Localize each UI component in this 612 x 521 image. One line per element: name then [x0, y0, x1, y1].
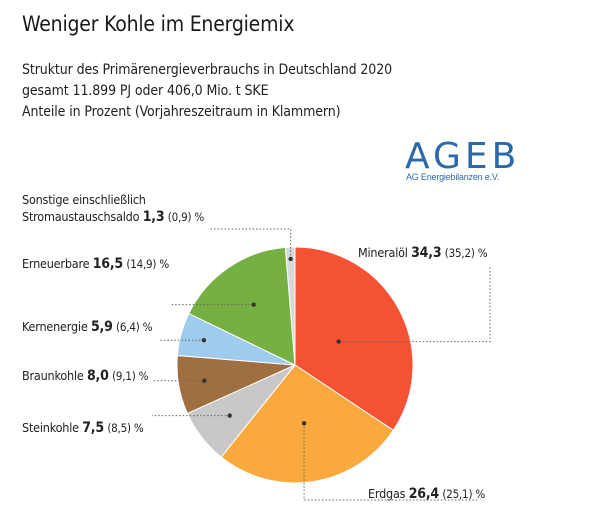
ageb-logo-subtitle: AG Energiebilanzen e.V.: [406, 172, 500, 182]
label-braunkohle: Braunkohle 8,0 (9,1) %: [22, 368, 149, 384]
label-steinkohle-name: Steinkohle: [22, 420, 79, 435]
leader-dot-2: [227, 413, 232, 418]
label-sonstige: Stromaustauschsaldo 1,3 (0,9) %: [22, 209, 204, 225]
prev-kernenergie: (6,4) %: [116, 320, 153, 334]
leader-dot-5: [251, 302, 256, 307]
value-braunkohle: 8,0: [86, 368, 109, 384]
leader-dot-4: [201, 338, 207, 343]
value-erdgas: 26,4: [408, 486, 439, 502]
leader-dot-3: [202, 378, 207, 383]
value-sonstige: 1,3: [142, 209, 165, 225]
prev-mineraloel: (35,2) %: [444, 246, 488, 260]
subtitle-line-2: gesamt 11.899 PJ oder 406,0 Mio. t SKE: [22, 83, 269, 99]
subtitle-line-1: Struktur des Primärenergieverbrauchs in …: [22, 62, 393, 78]
value-kernenergie: 5,9: [90, 319, 113, 335]
pie-slice-5: [188, 246, 296, 366]
leader-line-1: [303, 423, 478, 501]
value-erneuerbare: 16,5: [92, 256, 123, 272]
label-erdgas: Erdgas 26,4 (25,1) %: [368, 486, 485, 502]
pie-slice-1: [220, 364, 394, 484]
prev-braunkohle: (9,1) %: [112, 369, 149, 383]
prev-erdgas: (25,1) %: [442, 487, 485, 501]
value-steinkohle: 7,5: [82, 420, 104, 436]
label-erneuerbare: Erneuerbare 16,5 (14,9) %: [22, 256, 169, 272]
label-mineraloel-name: Mineralöl: [358, 245, 408, 260]
leader-dot-6: [288, 256, 293, 262]
leader-dot-0: [336, 339, 341, 344]
chart-title: Weniger Kohle im Energiemix: [22, 12, 295, 36]
leader-dot-1: [301, 421, 307, 426]
prev-erneuerbare: (14,9) %: [126, 257, 169, 271]
ageb-logo: AGEB: [405, 136, 521, 177]
leader-line-0: [338, 266, 491, 343]
label-sonstige-name: Stromaustauschsaldo: [22, 209, 140, 224]
label-braunkohle-name: Braunkohle: [22, 368, 84, 383]
value-mineraloel: 34,3: [411, 245, 442, 261]
prev-steinkohle: (8,5) %: [107, 421, 144, 435]
label-sonstige-line1: Sonstige einschließlich: [22, 192, 146, 207]
prev-sonstige: (0,9) %: [167, 210, 205, 224]
label-kernenergie: Kernenergie 5,9 (6,4) %: [22, 319, 152, 335]
label-erneuerbare-name: Erneuerbare: [22, 256, 90, 271]
label-kernenergie-name: Kernenergie: [22, 319, 88, 334]
label-erdgas-name: Erdgas: [368, 486, 406, 501]
label-mineraloel: Mineralöl 34,3 (35,2) %: [358, 245, 488, 261]
label-steinkohle: Steinkohle 7,5 (8,5) %: [22, 420, 144, 436]
subtitle-line-3: Anteile in Prozent (Vorjahreszeitraum in…: [22, 104, 341, 120]
